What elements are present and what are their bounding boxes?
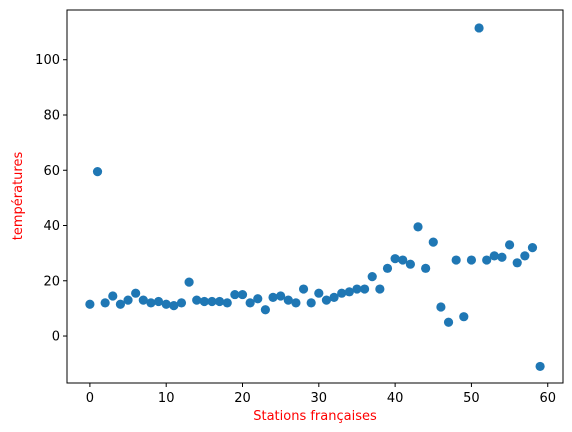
data-point — [360, 284, 370, 294]
data-point — [298, 284, 309, 294]
data-point — [176, 298, 187, 308]
data-point — [184, 277, 194, 287]
data-point — [459, 312, 469, 322]
data-point — [367, 272, 377, 282]
data-point — [306, 298, 316, 308]
data-point — [489, 251, 499, 261]
data-point — [283, 295, 293, 305]
data-point — [329, 292, 339, 302]
y-axis-label: températures — [11, 152, 26, 241]
data-point — [428, 237, 438, 247]
x-axis-label: Stations françaises — [253, 409, 377, 424]
data-point — [451, 255, 461, 265]
data-point — [108, 291, 118, 301]
data-point — [497, 252, 507, 262]
data-point — [192, 295, 202, 305]
y-tick-label: 20 — [43, 274, 60, 289]
data-point — [421, 263, 431, 273]
y-tick-label: 80 — [43, 108, 60, 123]
data-point — [260, 305, 270, 315]
data-point — [390, 254, 400, 264]
x-axis-ticks: 0 10 20 30 40 50 60 — [86, 383, 556, 406]
y-tick-label: 0 — [52, 330, 60, 345]
data-point — [153, 296, 164, 307]
y-tick-label: 40 — [43, 219, 60, 234]
data-point — [276, 291, 286, 301]
data-point — [215, 296, 225, 307]
data-point — [474, 23, 484, 33]
x-tick-label: 40 — [387, 391, 404, 406]
data-point — [85, 299, 95, 309]
data-point — [253, 294, 263, 304]
data-point — [245, 298, 255, 308]
data-point — [405, 259, 415, 269]
data-point — [520, 251, 530, 261]
data-point — [115, 299, 126, 309]
data-point — [321, 295, 332, 305]
plot-area — [67, 10, 563, 383]
data-point — [230, 289, 240, 300]
data-point — [398, 255, 408, 265]
y-axis-ticks: 0 20 40 60 80 100 — [35, 53, 67, 345]
data-point — [382, 263, 393, 273]
data-point — [138, 295, 148, 305]
data-point — [344, 287, 354, 297]
data-point — [161, 299, 171, 309]
data-point — [92, 167, 103, 177]
data-point — [131, 288, 141, 298]
data-point — [413, 222, 423, 232]
data-point — [146, 298, 156, 308]
data-point — [337, 288, 347, 298]
data-point — [482, 255, 492, 265]
data-point — [352, 284, 362, 294]
data-point — [268, 292, 278, 302]
y-tick-label: 60 — [43, 164, 60, 179]
data-point — [237, 289, 248, 300]
data-points — [85, 23, 545, 372]
data-point — [291, 298, 301, 308]
data-point — [443, 317, 454, 327]
y-tick-label: 100 — [35, 53, 60, 68]
data-point — [535, 361, 545, 372]
x-tick-label: 30 — [311, 391, 328, 406]
x-tick-label: 60 — [539, 391, 556, 406]
data-point — [466, 255, 477, 265]
data-point — [436, 302, 446, 312]
data-point — [314, 288, 324, 298]
x-tick-label: 50 — [463, 391, 480, 406]
x-tick-label: 20 — [234, 391, 251, 406]
data-point — [169, 301, 179, 311]
data-point — [100, 298, 110, 308]
data-point — [375, 284, 385, 294]
x-tick-label: 10 — [158, 391, 175, 406]
data-point — [123, 295, 133, 305]
data-point — [207, 296, 217, 307]
data-point — [504, 240, 515, 250]
x-tick-label: 0 — [86, 391, 94, 406]
plot-frame — [66, 9, 564, 384]
data-point — [222, 298, 232, 308]
data-point — [199, 296, 209, 307]
data-point — [527, 243, 538, 253]
data-point — [512, 258, 522, 268]
